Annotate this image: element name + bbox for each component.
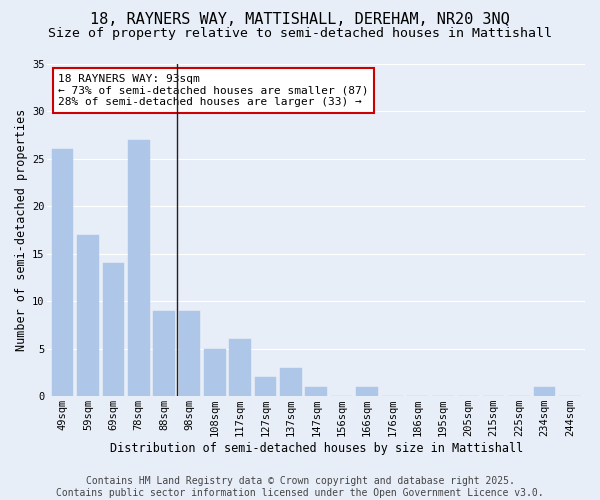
Bar: [305, 386, 327, 396]
Text: 18, RAYNERS WAY, MATTISHALL, DEREHAM, NR20 3NQ: 18, RAYNERS WAY, MATTISHALL, DEREHAM, NR…: [90, 12, 510, 28]
X-axis label: Distribution of semi-detached houses by size in Mattishall: Distribution of semi-detached houses by …: [110, 442, 523, 455]
Bar: [533, 386, 555, 396]
Bar: [229, 339, 251, 396]
Bar: [356, 386, 378, 396]
Bar: [255, 377, 276, 396]
Bar: [204, 348, 226, 396]
Text: Contains HM Land Registry data © Crown copyright and database right 2025.
Contai: Contains HM Land Registry data © Crown c…: [56, 476, 544, 498]
Bar: [128, 140, 149, 396]
Bar: [154, 311, 175, 396]
Text: Size of property relative to semi-detached houses in Mattishall: Size of property relative to semi-detach…: [48, 28, 552, 40]
Y-axis label: Number of semi-detached properties: Number of semi-detached properties: [15, 109, 28, 351]
Bar: [280, 368, 302, 396]
Bar: [103, 264, 124, 396]
Bar: [52, 150, 73, 396]
Bar: [77, 235, 99, 396]
Text: 18 RAYNERS WAY: 93sqm
← 73% of semi-detached houses are smaller (87)
28% of semi: 18 RAYNERS WAY: 93sqm ← 73% of semi-deta…: [58, 74, 368, 107]
Bar: [179, 311, 200, 396]
